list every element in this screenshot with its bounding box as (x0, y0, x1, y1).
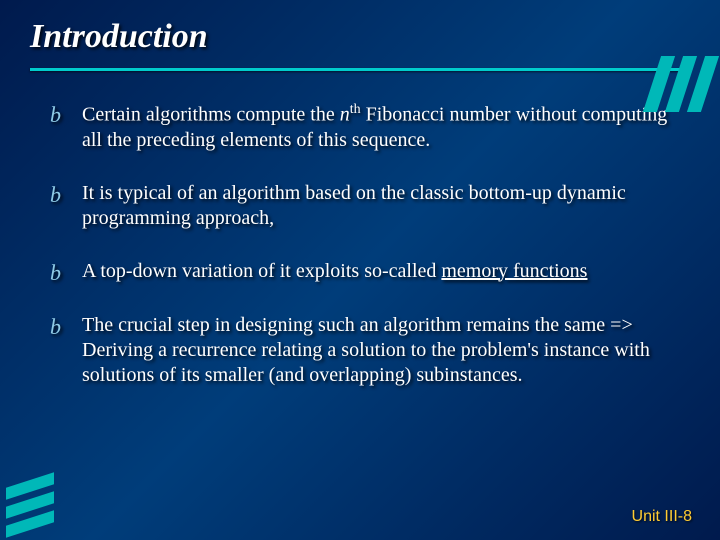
content-area: bCertain algorithms compute the nth Fibo… (0, 71, 720, 388)
bullet-text: It is typical of an algorithm based on t… (74, 181, 690, 231)
slide-title: Introduction (30, 18, 690, 56)
decoration-bottom-left (6, 480, 54, 530)
bullet-item: bIt is typical of an algorithm based on … (50, 181, 690, 231)
bullet-icon: b (50, 315, 74, 339)
bullet-item: bA top-down variation of it exploits so-… (50, 259, 690, 285)
bullet-item: bThe crucial step in designing such an a… (50, 313, 690, 388)
bullet-text: Certain algorithms compute the nth Fibon… (74, 101, 690, 153)
bullet-text: The crucial step in designing such an al… (74, 313, 690, 388)
slide-footer: Unit III-8 (632, 508, 692, 526)
decoration-top-right (652, 56, 710, 112)
bullet-item: bCertain algorithms compute the nth Fibo… (50, 101, 690, 153)
bullet-icon: b (50, 103, 74, 127)
bullet-icon: b (50, 261, 74, 285)
bullet-text: A top-down variation of it exploits so-c… (74, 259, 690, 284)
bullet-icon: b (50, 183, 74, 207)
